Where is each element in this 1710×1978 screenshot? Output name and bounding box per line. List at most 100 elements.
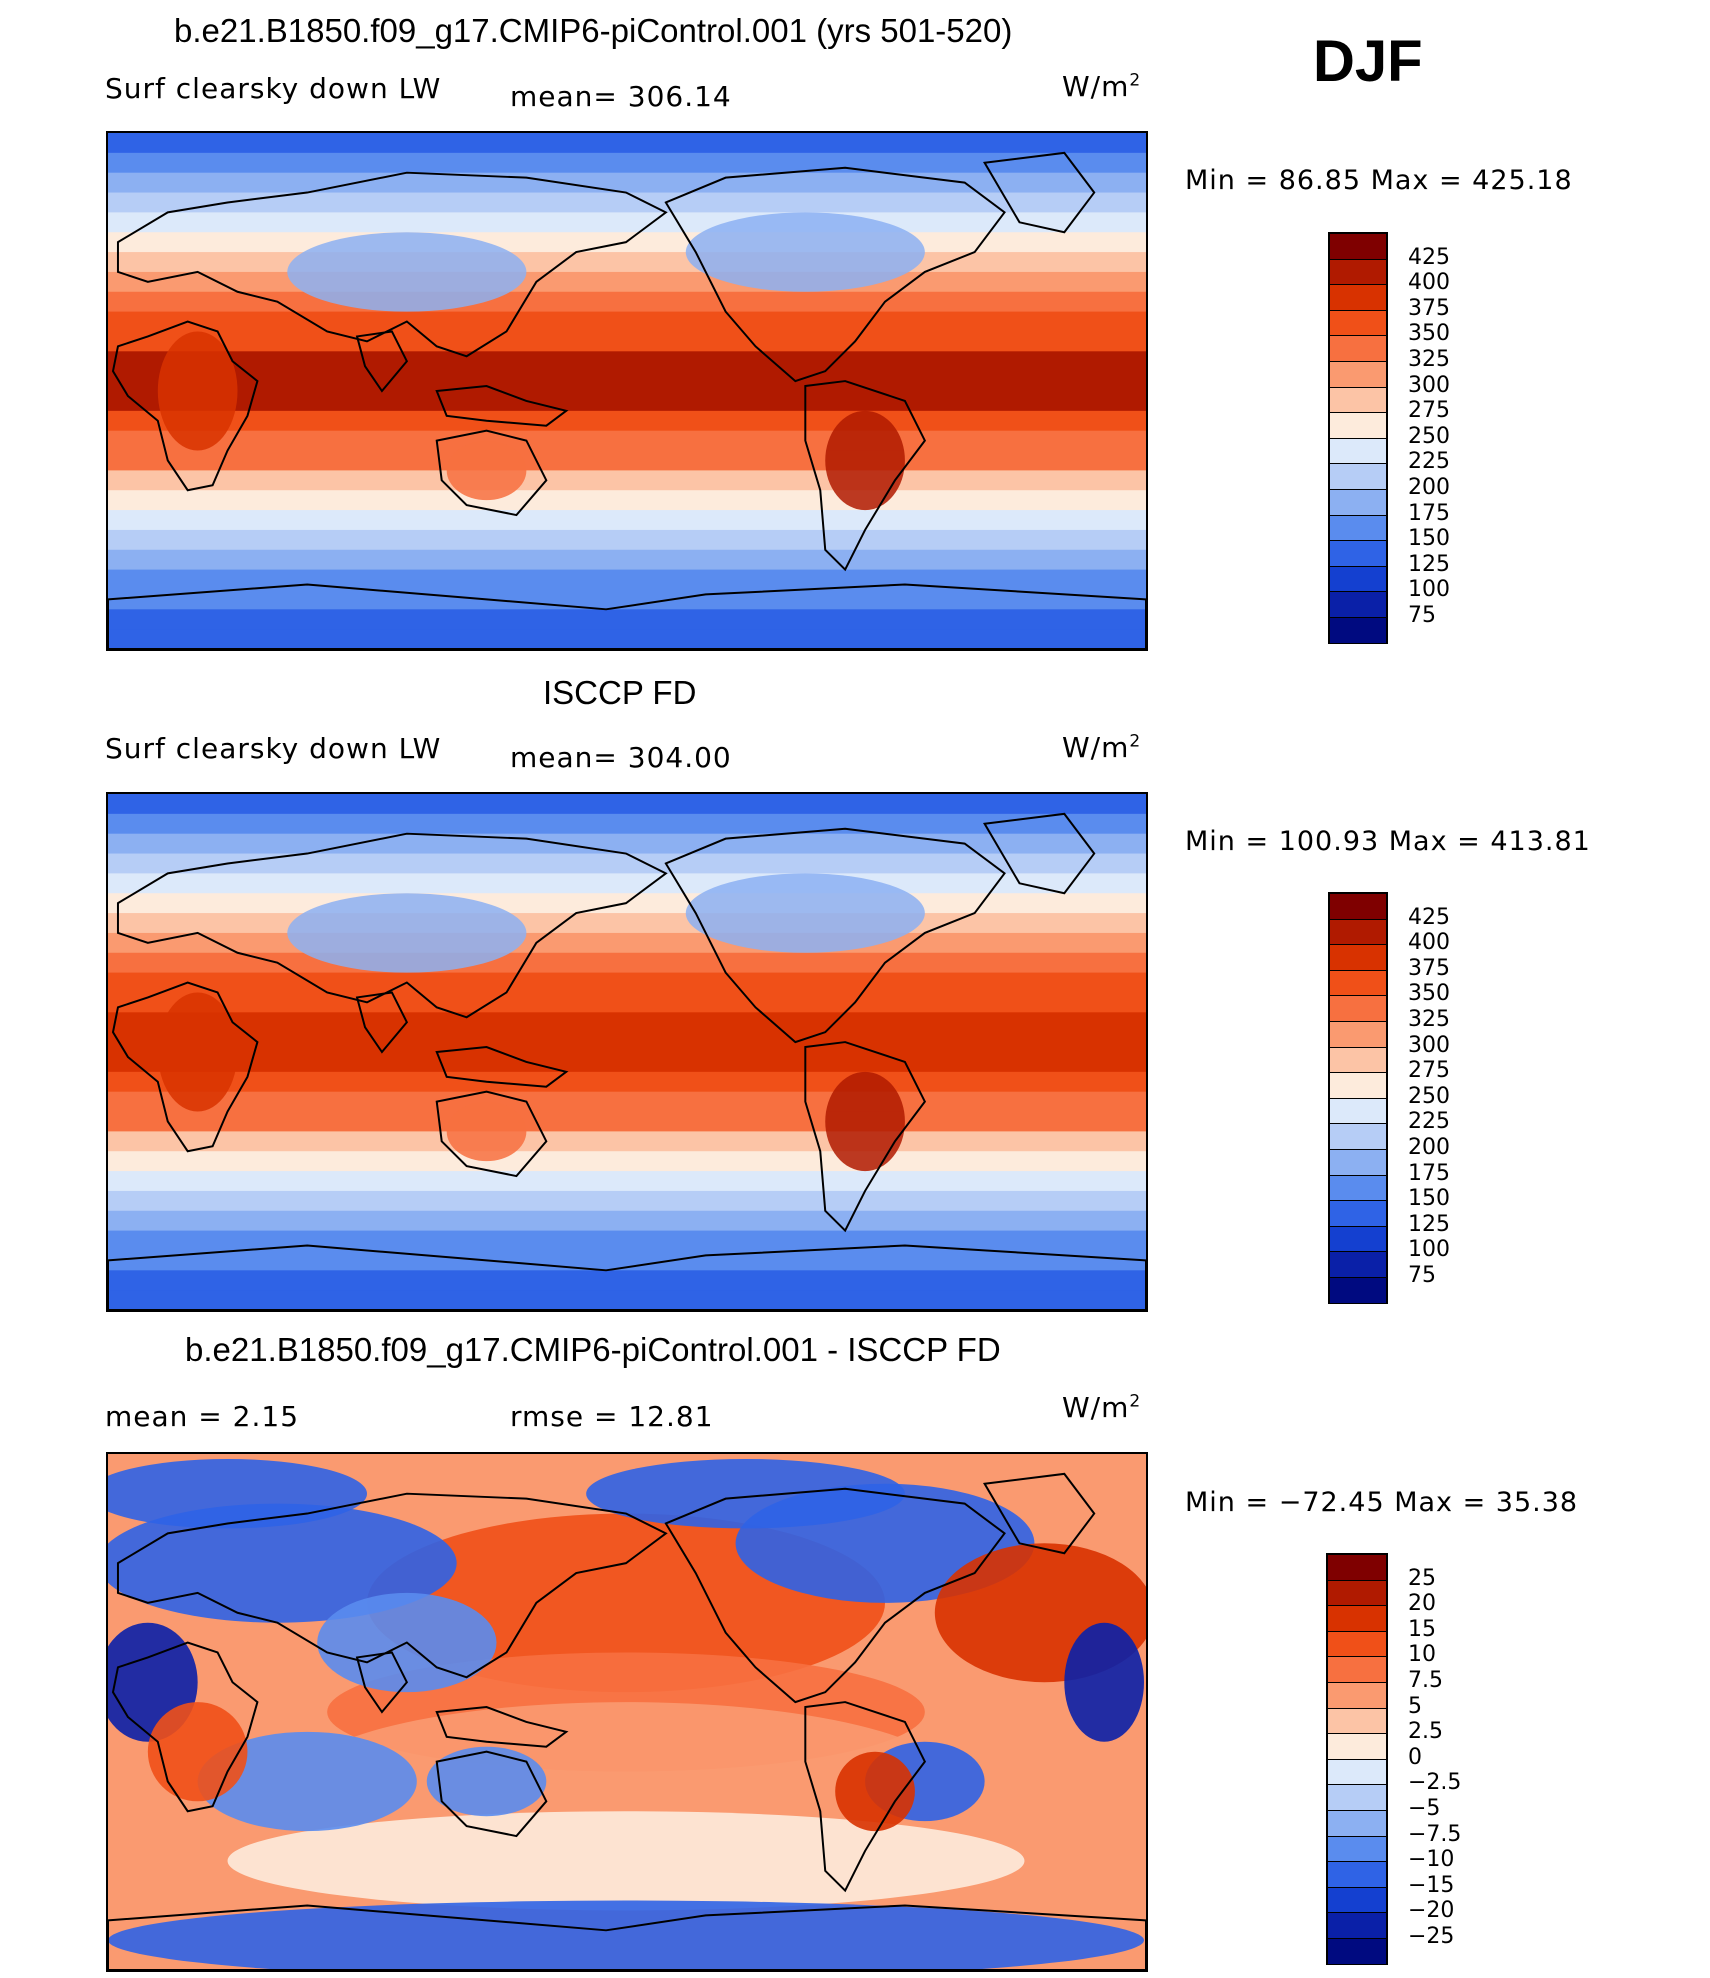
colorbar-segment — [1330, 1226, 1386, 1253]
colorbar-tick-label: 150 — [1408, 526, 1450, 552]
colorbar-segment — [1330, 361, 1386, 388]
panel1-mean: mean= 306.14 — [510, 80, 732, 113]
field-band — [108, 813, 1146, 835]
field-blob — [197, 1731, 417, 1832]
colorbar-segment — [1330, 945, 1386, 971]
colorbar-segment — [1330, 1252, 1386, 1278]
colorbar-segment — [1330, 387, 1386, 414]
colorbar-tick-label: 7.5 — [1408, 1668, 1443, 1693]
field-band — [108, 470, 1146, 492]
continent-outline — [355, 1651, 409, 1714]
colorbar-tick-label: 10 — [1408, 1642, 1436, 1668]
panel2-map — [106, 792, 1148, 1312]
field-blob — [685, 873, 925, 953]
panel1-minmax: Min = 86.85 Max = 425.18 — [1185, 165, 1573, 196]
panel1-colorbar — [1328, 232, 1388, 644]
colorbar-tick-label: 275 — [1408, 1058, 1450, 1084]
colorbar-segment — [1330, 1175, 1386, 1202]
continent-outline — [664, 827, 1006, 1044]
colorbar-tick-label: −7.5 — [1408, 1821, 1462, 1847]
colorbar-segment — [1330, 1277, 1386, 1304]
colorbar-tick-label: 0 — [1408, 1744, 1422, 1770]
continent-outline — [111, 981, 259, 1153]
field-band — [108, 371, 1146, 392]
field-band — [108, 1091, 1146, 1113]
colorbar-tick-label: 2.5 — [1408, 1719, 1443, 1745]
continent-outline — [116, 1492, 668, 1679]
continent-outline — [435, 385, 569, 427]
continent-outline — [355, 991, 409, 1054]
field-blob — [825, 1071, 905, 1172]
continent-outline — [983, 812, 1096, 895]
colorbar-tick-label: −10 — [1408, 1847, 1455, 1873]
field-band — [108, 913, 1146, 934]
field-band — [108, 291, 1146, 313]
field-blob — [1064, 1622, 1145, 1742]
field-band — [108, 450, 1146, 472]
colorbar-segment — [1328, 1810, 1386, 1837]
colorbar-tick-label: −5 — [1408, 1796, 1441, 1821]
colorbar-tick-label: 25 — [1408, 1565, 1436, 1591]
field-band — [108, 1210, 1146, 1232]
colorbar-segment — [1330, 310, 1386, 337]
map-svg — [108, 1454, 1146, 1970]
colorbar-tick-label: 400 — [1408, 270, 1450, 296]
field-band — [108, 430, 1146, 452]
colorbar-segment — [1330, 970, 1386, 997]
colorbar-segment — [1330, 336, 1386, 362]
continent-outline — [983, 1472, 1096, 1555]
field-band — [108, 1290, 1146, 1310]
field-band — [108, 549, 1146, 571]
field-band — [108, 152, 1146, 174]
panel2-variable: Surf clearsky down LW — [105, 732, 442, 765]
colorbar-segment — [1328, 1580, 1386, 1607]
colorbar-tick-label: 100 — [1408, 1237, 1450, 1263]
field-blob — [227, 1811, 1025, 1911]
field-blob — [426, 1746, 547, 1817]
colorbar-tick-label: 375 — [1408, 295, 1450, 321]
continent-outline — [116, 832, 668, 1019]
colorbar-segment — [1328, 1836, 1386, 1863]
colorbar-segment — [1330, 515, 1386, 542]
continent-outline — [108, 1904, 1146, 1970]
field-blob — [108, 1900, 1144, 1970]
continent-outline — [111, 1641, 259, 1813]
season-label: DJF — [1313, 29, 1423, 94]
field-band — [108, 232, 1146, 254]
colorbar-tick-label: −25 — [1408, 1924, 1455, 1949]
colorbar-tick-label: 375 — [1408, 955, 1450, 981]
field-band — [108, 351, 1146, 373]
panel2-mean: mean= 304.00 — [510, 741, 732, 774]
field-band — [108, 490, 1146, 512]
colorbar-tick-label: 225 — [1408, 449, 1450, 475]
field-band — [108, 172, 1146, 194]
field-band — [108, 932, 1146, 954]
colorbar-tick-label: 175 — [1408, 500, 1450, 526]
field-band — [108, 794, 1146, 815]
continent-outline — [435, 1706, 569, 1748]
colorbar-tick-label: 300 — [1408, 372, 1450, 398]
continent-outline — [804, 1041, 927, 1233]
colorbar-segment — [1328, 1913, 1386, 1939]
colorbar-tick-label: 200 — [1408, 1135, 1450, 1160]
panel3-map — [106, 1452, 1148, 1972]
colorbar-segment — [1330, 259, 1386, 286]
field-band — [108, 609, 1146, 631]
field-band — [108, 252, 1146, 273]
field-band — [108, 311, 1146, 333]
colorbar-segment — [1328, 1734, 1386, 1760]
panel3-rmse: rmse = 12.81 — [510, 1400, 714, 1433]
field-band — [108, 1111, 1146, 1133]
colorbar-segment — [1330, 566, 1386, 593]
panel1-title: b.e21.B1850.f09_g17.CMIP6-piControl.001 … — [174, 12, 1013, 49]
colorbar-segment — [1328, 1887, 1386, 1914]
field-blob — [446, 1101, 527, 1162]
field-blob — [157, 331, 238, 451]
continent-outline — [664, 166, 1006, 383]
panel3-title: b.e21.B1850.f09_g17.CMIP6-piControl.001 … — [185, 1331, 1001, 1368]
continent-outline — [983, 151, 1096, 234]
colorbar-segment — [1328, 1682, 1386, 1709]
panel3-minmax: Min = −72.45 Max = 35.38 — [1185, 1487, 1579, 1518]
colorbar-tick-label: 250 — [1408, 1083, 1450, 1109]
continent-outline — [664, 1487, 1006, 1704]
